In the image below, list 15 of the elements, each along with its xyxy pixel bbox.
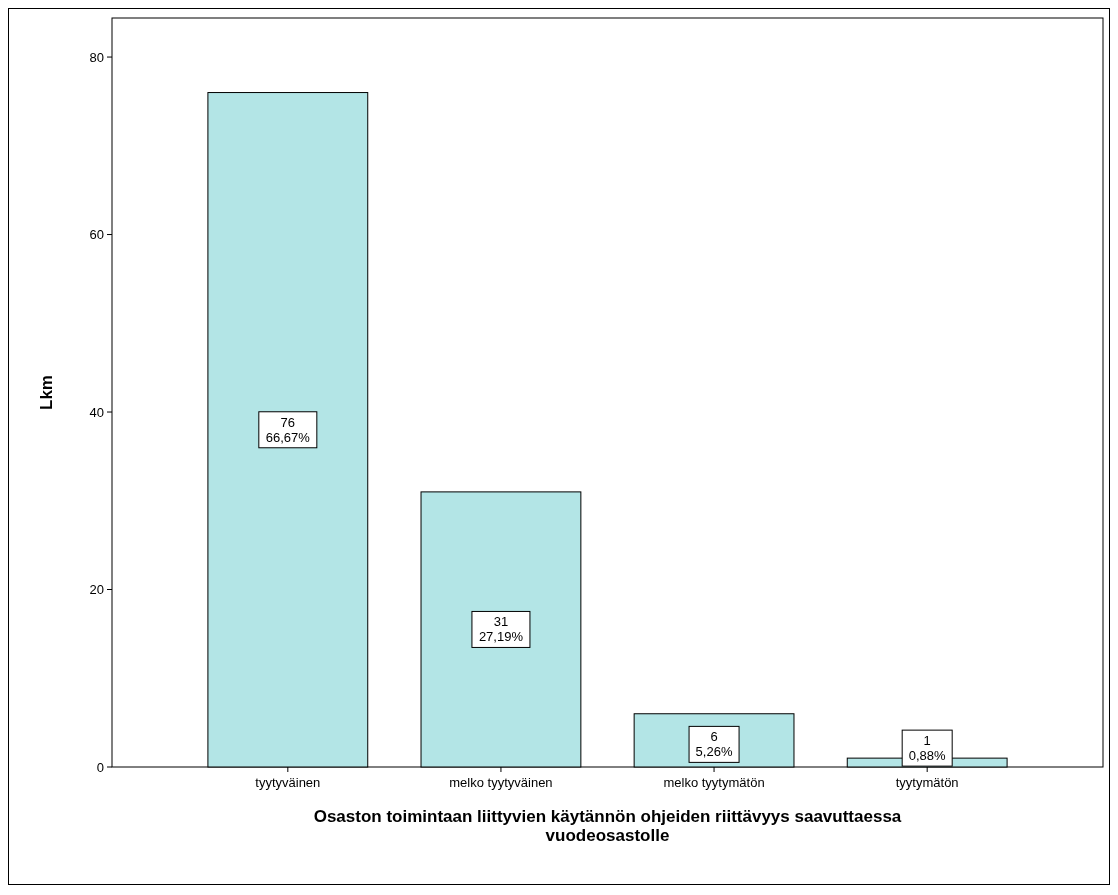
x-tick-label: tyytymätön bbox=[895, 775, 959, 790]
y-tick-label: 80 bbox=[89, 49, 104, 65]
y-tick-label: 20 bbox=[89, 582, 104, 598]
y-tick-label: 40 bbox=[89, 404, 104, 420]
x-tick-label: melko tyytyväinen bbox=[449, 775, 553, 790]
x-tick-label: melko tyytymätön bbox=[663, 775, 765, 790]
data-label: 31 27,19% bbox=[478, 614, 524, 645]
x-tick-label: tyytyväinen bbox=[255, 775, 321, 790]
y-tick-label: 0 bbox=[96, 759, 104, 775]
x-axis-title: Osaston toimintaan liittyvien käytännön ohjeiden riittävyys saavuttaessa vuodeosastolle bbox=[313, 807, 902, 845]
data-label: 76 66,67% bbox=[265, 414, 311, 445]
y-tick-label: 60 bbox=[89, 227, 104, 243]
data-label: 6 5,26% bbox=[695, 729, 733, 760]
y-axis-title: Lkm bbox=[37, 375, 56, 410]
data-label: 1 0,88% bbox=[908, 733, 947, 764]
